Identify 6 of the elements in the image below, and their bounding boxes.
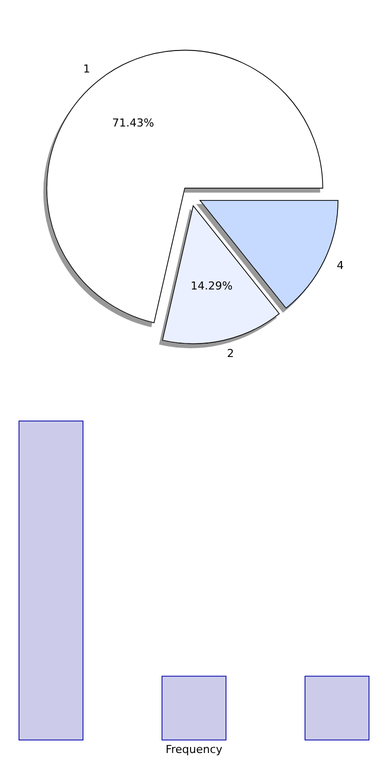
data-label: 71.43% <box>112 116 154 130</box>
slice-label: 2 <box>226 346 234 360</box>
slice-label: 1 <box>83 62 90 76</box>
x-axis-title: Frequency <box>166 743 223 756</box>
data-label: 14.29% <box>190 279 233 292</box>
slice-label: 4 <box>336 259 344 272</box>
